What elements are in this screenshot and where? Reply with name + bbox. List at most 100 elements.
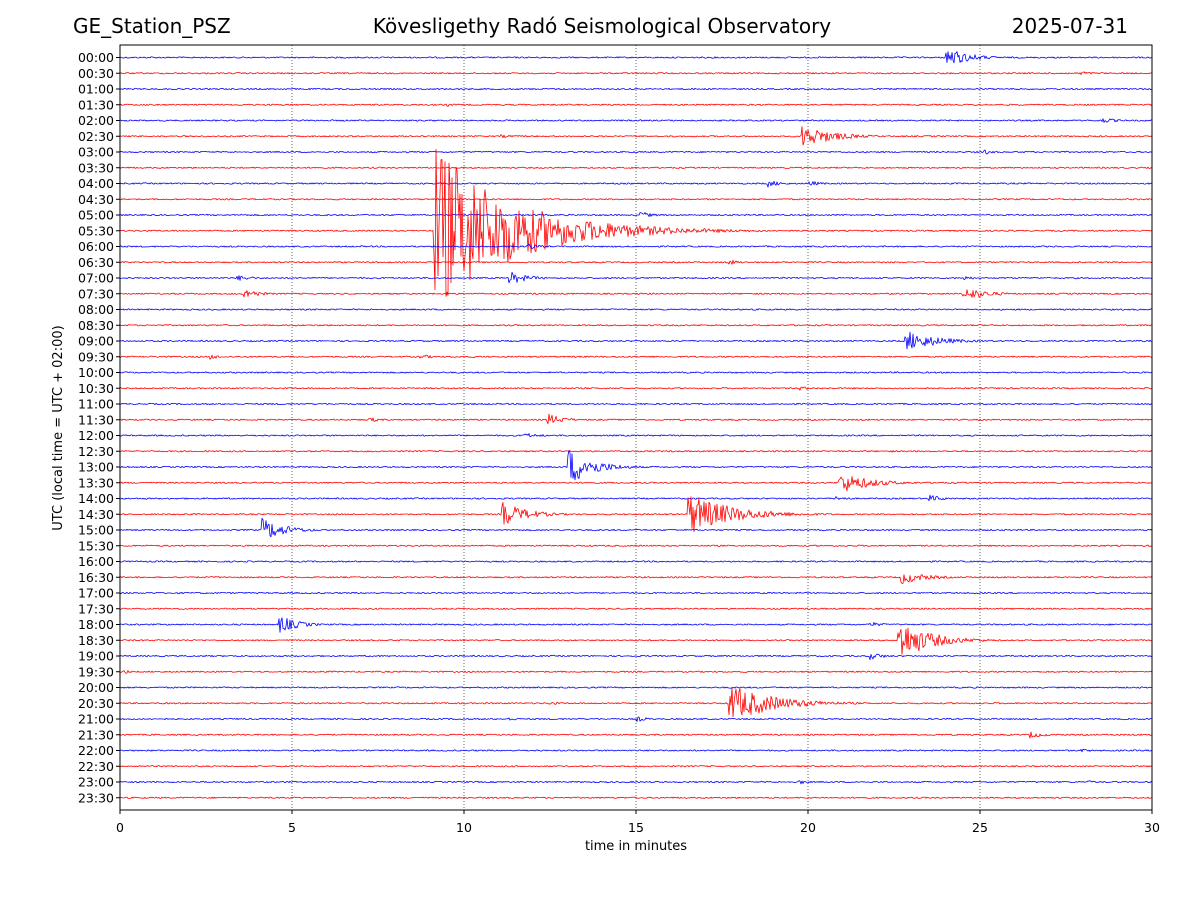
x-tick-label: 10 — [456, 820, 472, 835]
trace-1700 — [119, 591, 1153, 595]
trace-1430 — [119, 496, 1153, 532]
trace-1530 — [119, 544, 1153, 547]
trace-0630 — [119, 259, 1153, 265]
y-tick-label: 10:00 — [78, 365, 114, 380]
y-tick-label: 09:00 — [78, 334, 114, 349]
trace-1900 — [119, 653, 1153, 661]
y-tick-label: 00:00 — [78, 50, 114, 65]
trace-0130 — [119, 103, 1153, 107]
y-tick-label: 03:30 — [78, 160, 114, 175]
trace-1330 — [119, 476, 1153, 492]
x-tick-label: 20 — [800, 820, 816, 835]
x-axis-label: time in minutes — [585, 839, 687, 854]
trace-0400 — [119, 180, 1153, 188]
seismic-traces — [119, 51, 1153, 799]
y-tick-label: 07:00 — [78, 271, 114, 286]
y-tick-label: 19:30 — [78, 664, 114, 679]
trace-1400 — [120, 494, 1153, 502]
y-tick-label: 05:00 — [78, 208, 114, 223]
trace-1930 — [119, 670, 1153, 674]
y-tick-label: 03:00 — [78, 145, 114, 160]
y-tick-label: 19:00 — [78, 649, 114, 664]
trace-1830 — [119, 627, 1153, 655]
trace-1030 — [119, 386, 1153, 391]
y-tick-label: 20:00 — [78, 680, 114, 695]
y-tick-label: 10:30 — [78, 381, 114, 396]
y-tick-label: 21:00 — [78, 712, 114, 727]
trace-0900 — [120, 331, 1153, 350]
trace-0030 — [119, 71, 1152, 75]
y-tick-label: 17:00 — [78, 586, 114, 601]
y-tick-label: 01:30 — [78, 97, 114, 112]
y-tick-label: 21:30 — [78, 727, 114, 742]
x-tick-label: 5 — [288, 820, 296, 835]
trace-0230 — [119, 126, 1153, 146]
y-tick-label: 14:00 — [78, 491, 114, 506]
y-tick-label: 04:30 — [78, 192, 114, 207]
y-tick-label: 18:30 — [78, 633, 114, 648]
trace-2130 — [119, 731, 1153, 739]
station-title: GE_Station_PSZ — [73, 14, 231, 38]
trace-1630 — [119, 574, 1153, 584]
date-title: 2025-07-31 — [1011, 14, 1128, 38]
y-tick-label: 22:00 — [78, 743, 114, 758]
trace-0000 — [119, 51, 1153, 64]
x-tick-label: 15 — [628, 820, 644, 835]
trace-2330 — [119, 796, 1153, 799]
y-tick-label: 23:00 — [78, 775, 114, 790]
trace-0200 — [119, 118, 1153, 123]
trace-1800 — [120, 617, 1153, 633]
y-tick-label: 07:30 — [78, 286, 114, 301]
trace-2200 — [119, 748, 1153, 753]
y-tick-label: 16:00 — [78, 554, 114, 569]
y-tick-label: 14:30 — [78, 507, 114, 522]
y-tick-label: 13:00 — [78, 460, 114, 475]
y-tick-label: 15:30 — [78, 538, 114, 553]
y-tick-label: 05:30 — [78, 223, 114, 238]
trace-0430 — [119, 198, 1153, 201]
trace-1600 — [119, 560, 1153, 563]
trace-0500 — [119, 212, 1153, 217]
y-tick-label: 01:00 — [78, 82, 114, 97]
y-tick-label: 23:30 — [78, 790, 114, 805]
y-tick-label: 06:30 — [78, 255, 114, 270]
trace-2230 — [119, 765, 1153, 768]
trace-2300 — [119, 780, 1153, 785]
y-axis-ticks: 00:0000:3001:0001:3002:0002:3003:0003:30… — [78, 50, 120, 805]
trace-1200 — [119, 433, 1153, 438]
trace-2000 — [119, 686, 1153, 689]
x-tick-label: 25 — [972, 820, 988, 835]
trace-0800 — [119, 308, 1153, 311]
trace-1730 — [120, 607, 1153, 610]
trace-2100 — [119, 716, 1152, 722]
grid-lines — [291, 45, 981, 810]
y-tick-label: 02:00 — [78, 113, 114, 128]
trace-1100 — [119, 402, 1153, 406]
trace-1300 — [119, 450, 1152, 481]
y-tick-label: 18:00 — [78, 617, 114, 632]
trace-0100 — [119, 87, 1153, 91]
y-tick-label: 17:30 — [78, 601, 114, 616]
y-tick-label: 11:00 — [78, 397, 114, 412]
trace-0700 — [119, 271, 1153, 284]
x-axis-ticks: 0 5 10 15 20 25 30 — [116, 810, 1160, 835]
trace-1230 — [119, 450, 1153, 453]
y-tick-label: 22:30 — [78, 759, 114, 774]
y-tick-label: 09:30 — [78, 349, 114, 364]
y-tick-label: 12:00 — [78, 428, 114, 443]
x-tick-label: 30 — [1144, 820, 1160, 835]
y-tick-label: 00:30 — [78, 66, 114, 81]
y-tick-label: 20:30 — [78, 696, 114, 711]
trace-1130 — [119, 413, 1153, 425]
x-tick-label: 0 — [116, 820, 124, 835]
y-tick-label: 13:30 — [78, 475, 114, 490]
trace-0530 — [119, 149, 1153, 297]
y-tick-label: 16:30 — [78, 570, 114, 585]
y-tick-label: 15:00 — [78, 523, 114, 538]
y-tick-label: 08:00 — [78, 302, 114, 317]
observatory-title: Kövesligethy Radó Seismological Observat… — [372, 14, 832, 38]
trace-0930 — [119, 354, 1153, 360]
trace-2030 — [119, 686, 1153, 717]
y-tick-label: 08:30 — [78, 318, 114, 333]
